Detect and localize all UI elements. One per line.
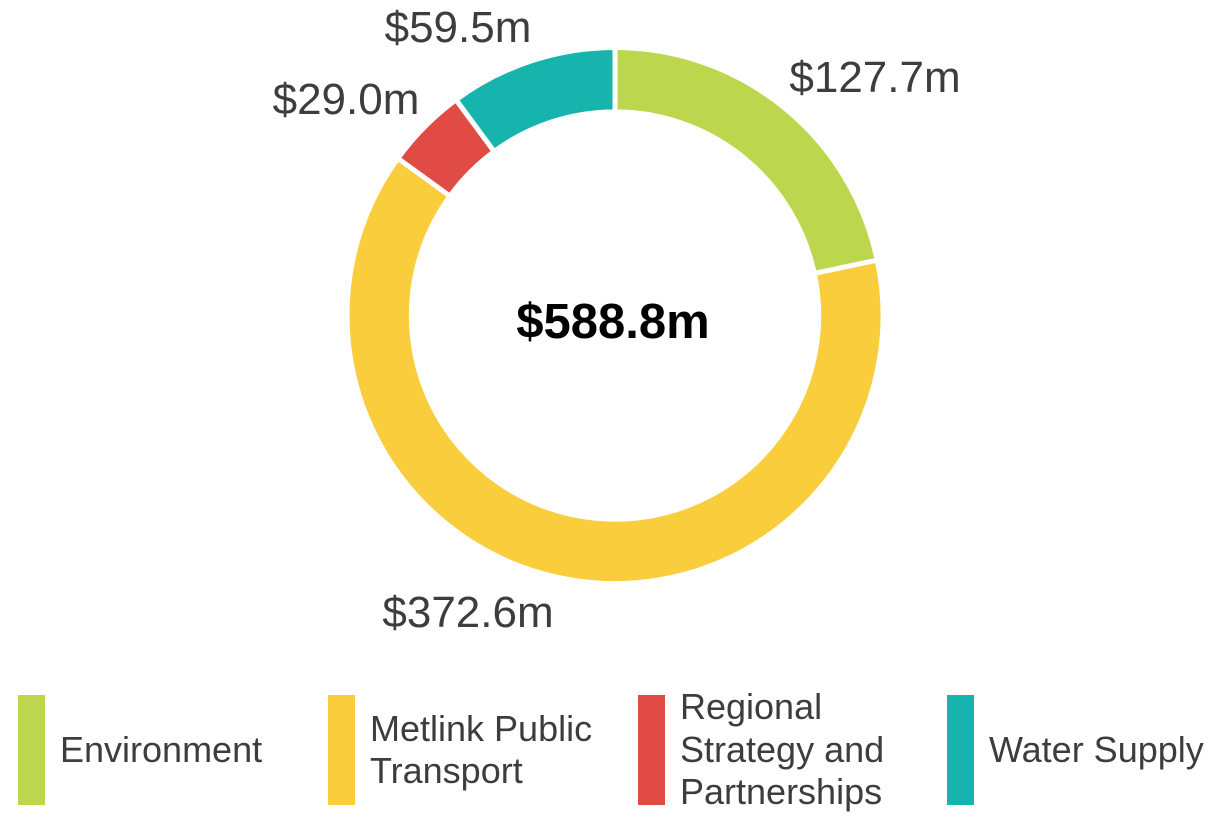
legend-label: Regional Strategy and Partnerships <box>680 686 885 813</box>
donut-segment-water-supply[interactable] <box>453 45 618 155</box>
legend-item-metlink[interactable]: Metlink Public Transport <box>328 695 615 805</box>
donut-segment-metlink-public-transport[interactable] <box>344 155 886 586</box>
legend-item-environment[interactable]: Environment <box>18 695 262 805</box>
legend-swatch-regional-strategy <box>638 695 665 805</box>
legend-label: Metlink Public Transport <box>370 707 593 791</box>
legend-swatch-environment <box>18 695 45 805</box>
chart-legend: Environment Metlink Public Transport Reg… <box>0 686 1222 812</box>
legend-item-water-supply[interactable]: Water Supply <box>947 695 1204 805</box>
legend-item-regional-strategy[interactable]: Regional Strategy and Partnerships <box>638 686 900 812</box>
legend-swatch-metlink <box>328 695 355 805</box>
slice-label-regional-strategy: $29.0m <box>272 75 420 124</box>
legend-label: Environment <box>60 728 263 770</box>
legend-swatch-water-supply <box>947 695 974 805</box>
slice-label-metlink: $372.6m <box>382 588 554 637</box>
slice-label-environment: $127.7m <box>789 53 961 102</box>
legend-label: Water Supply <box>989 728 1204 770</box>
slice-label-water-supply: $59.5m <box>384 3 532 52</box>
donut-center-total-label: $588.8m <box>516 295 710 349</box>
